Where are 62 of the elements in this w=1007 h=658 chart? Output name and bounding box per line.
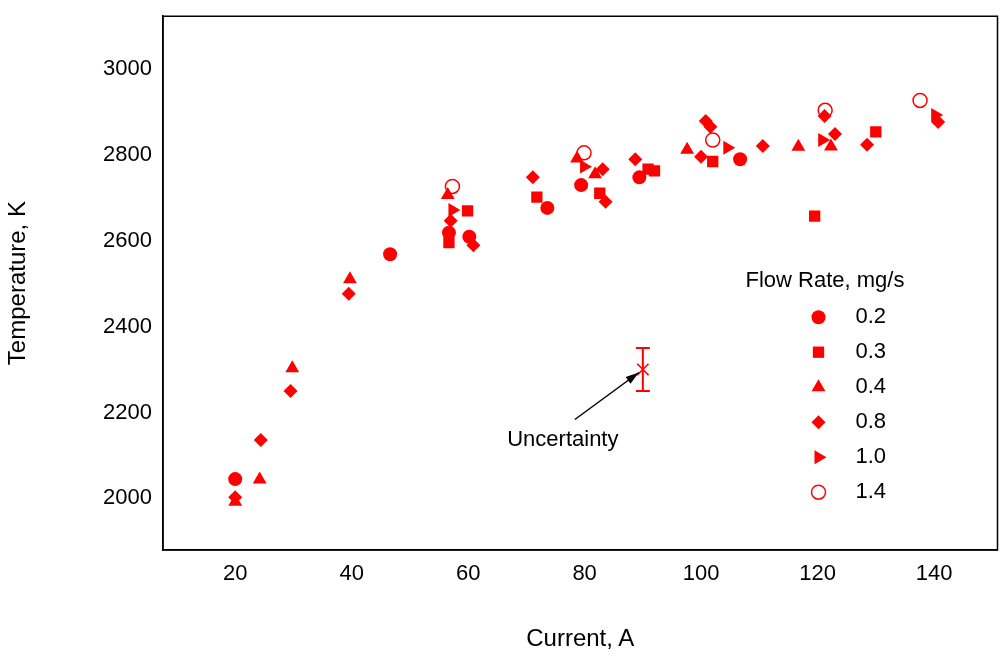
- point: [870, 126, 882, 138]
- point: [594, 187, 606, 199]
- x-tick-label: 60: [455, 560, 481, 586]
- legend-label: 0.8: [855, 408, 887, 434]
- point: [574, 178, 589, 193]
- y-tick-label: 2000: [103, 484, 152, 510]
- x-tick-label: 100: [682, 560, 720, 586]
- point: [448, 203, 461, 217]
- point: [648, 165, 661, 177]
- point: [636, 363, 650, 376]
- point: [595, 162, 610, 177]
- point: [252, 471, 267, 484]
- point: [912, 92, 928, 109]
- point: [632, 170, 647, 185]
- annotation: Uncertainty: [507, 425, 619, 451]
- point: [733, 152, 748, 167]
- point: [285, 360, 300, 373]
- point: [703, 119, 718, 134]
- y-tick-label: 3000: [103, 54, 152, 80]
- x-tick-label: 40: [339, 560, 364, 586]
- point: [443, 213, 458, 228]
- y-tick-label: 2600: [103, 226, 152, 252]
- legend-label: 1.0: [855, 443, 887, 469]
- point: [860, 137, 875, 152]
- point: [808, 210, 821, 222]
- legend-label: 0.3: [855, 338, 887, 364]
- point: [755, 139, 770, 153]
- point: [283, 383, 298, 398]
- legend-title: Flow Rate, mg/s: [745, 267, 905, 293]
- point: [461, 205, 474, 217]
- point: [828, 126, 843, 141]
- x-tick-label: 80: [572, 560, 597, 586]
- point: [588, 166, 603, 179]
- y-tick-label: 2800: [103, 140, 152, 166]
- legend-label: 1.4: [855, 478, 887, 504]
- x-tick-label: 140: [915, 560, 953, 586]
- point: [253, 432, 268, 447]
- legend-label: 0.2: [855, 303, 887, 329]
- x-tick-label: 20: [222, 560, 248, 586]
- point: [383, 247, 398, 262]
- point: [341, 286, 356, 301]
- point: [343, 271, 357, 284]
- point: [576, 145, 592, 161]
- point: [525, 170, 540, 185]
- y-tick-label: 2400: [103, 312, 152, 338]
- point: [628, 152, 643, 167]
- point: [462, 229, 477, 244]
- point: [704, 132, 721, 148]
- point: [598, 194, 613, 209]
- legend-label: 0.4: [855, 373, 887, 399]
- point: [824, 138, 838, 151]
- point: [441, 225, 456, 240]
- point: [531, 191, 543, 203]
- point: [707, 155, 719, 168]
- x-axis-title: Current, A: [526, 624, 635, 652]
- point: [694, 149, 709, 164]
- point: [228, 472, 243, 487]
- y-axis-title: Temperature, K: [3, 201, 31, 366]
- x-tick-label: 120: [799, 560, 836, 586]
- point: [444, 178, 461, 195]
- point: [540, 200, 555, 215]
- y-tick-label: 2200: [103, 398, 152, 424]
